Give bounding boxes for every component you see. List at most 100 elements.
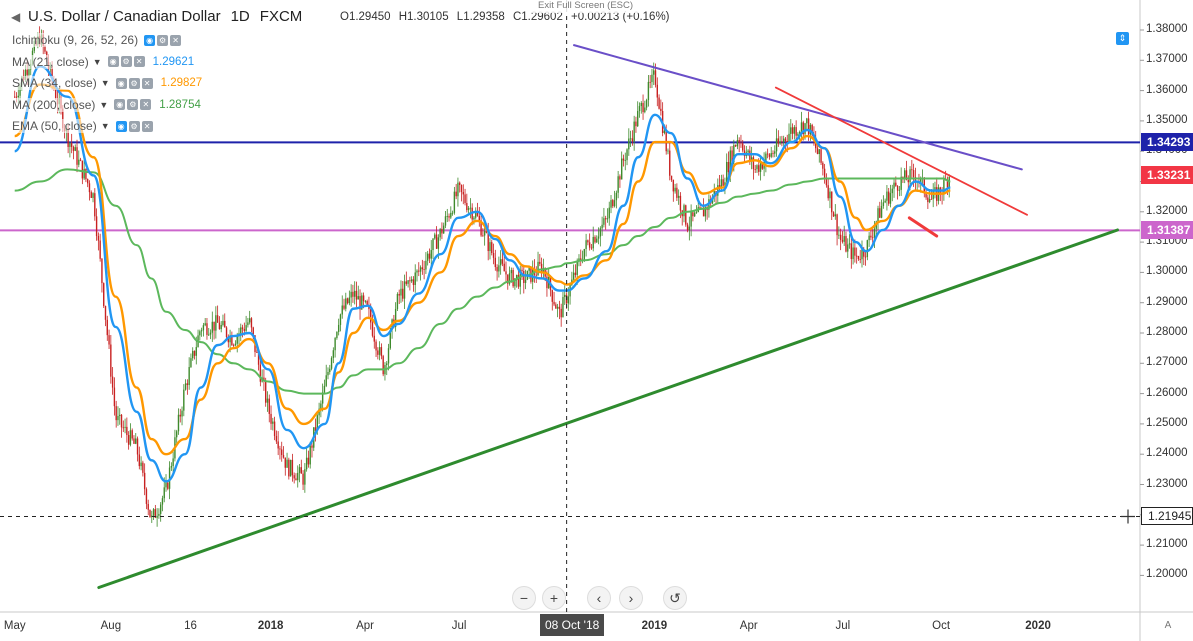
collapse-legend-icon[interactable]: ⇕ (1116, 32, 1129, 45)
chevron-down-icon[interactable]: ▼ (100, 78, 110, 88)
price-tick-label: 1.26000 (1146, 386, 1188, 399)
eye-icon[interactable]: ◉ (144, 34, 156, 46)
candle-body (871, 237, 874, 239)
close-icon[interactable]: ✕ (141, 120, 153, 132)
indicator-row[interactable]: MA (21, close) ▼ ◉ ⚙ ✕ 1.29621 (12, 53, 194, 71)
candle-body (647, 81, 650, 101)
candle-body (346, 298, 349, 304)
candle-body (494, 257, 497, 268)
candle-body (195, 347, 197, 356)
candle-body (759, 163, 762, 172)
candle-body (133, 438, 135, 444)
eye-icon[interactable]: ◉ (114, 99, 126, 110)
eye-icon[interactable]: ◉ (107, 56, 119, 67)
exit-fullscreen-hint[interactable]: Exit Full Screen (ESC) (532, 0, 640, 13)
chevron-down-icon[interactable]: ▼ (92, 56, 102, 67)
candle-body (798, 131, 801, 134)
candle-body (215, 315, 217, 331)
candle-body (387, 348, 390, 364)
candle-body (847, 244, 849, 252)
candle-body (131, 430, 133, 439)
chevron-down-icon[interactable]: ▼ (100, 121, 110, 131)
candle-body (111, 376, 114, 388)
change-value: +0.00213 (+0.16%) (571, 11, 670, 23)
gear-icon[interactable]: ⚙ (128, 120, 140, 132)
candle-body (507, 274, 509, 284)
eye-icon[interactable]: ◉ (115, 77, 127, 89)
chevron-left-icon[interactable]: ◀ (11, 10, 21, 24)
candle-body (419, 267, 422, 272)
auto-scale-button[interactable]: A (1164, 620, 1172, 631)
eye-icon[interactable]: ◉ (115, 120, 127, 132)
candle-body (108, 335, 110, 345)
candle-body (749, 150, 751, 161)
candle-body (667, 150, 669, 152)
candle-body (136, 438, 139, 455)
candle-body (362, 295, 365, 302)
candle-body (752, 157, 755, 170)
close-icon[interactable]: ✕ (140, 99, 152, 110)
candle-body (295, 478, 297, 481)
candle-body (702, 207, 705, 217)
candle-body (353, 290, 356, 297)
candle-body (555, 304, 557, 309)
candle-body (622, 158, 625, 161)
time-tick-label: Jul (451, 620, 467, 632)
time-tick-label: 2020 (1025, 620, 1051, 632)
candle-body (337, 324, 340, 332)
candle-body (676, 187, 678, 198)
indicator-row[interactable]: Ichimoku (9, 26, 52, 26) ◉ ⚙ ✕ (12, 31, 183, 49)
indicator-row[interactable]: SMA (34, close) ▼ ◉ ⚙ ✕ 1.29827 (12, 74, 202, 92)
gear-icon[interactable]: ⚙ (127, 99, 139, 110)
close-icon[interactable]: ✕ (133, 56, 145, 67)
gear-icon[interactable]: ⚙ (157, 34, 169, 46)
candle-body (361, 295, 363, 310)
symbol-title[interactable]: U.S. Dollar / Canadian Dollar 1D FXCM (28, 8, 312, 25)
candle-body (786, 141, 788, 142)
candle-body (597, 236, 600, 239)
candle-body (446, 216, 448, 217)
candle-body (264, 380, 267, 403)
scroll-left-button[interactable]: ‹ (587, 586, 611, 610)
zoom-in-button[interactable]: + (542, 586, 566, 610)
candle-body (416, 270, 418, 273)
candle-body (444, 216, 447, 226)
indicator-row[interactable]: EMA (50, close) ▼ ◉ ⚙ ✕ (12, 117, 155, 135)
candle-body (476, 212, 479, 216)
candle-body (859, 259, 861, 260)
candle-body (642, 102, 644, 113)
candle-body (574, 272, 577, 275)
chevron-down-icon[interactable]: ▼ (99, 99, 109, 110)
candle-body (110, 344, 112, 377)
candle-body (781, 141, 783, 143)
gear-icon[interactable]: ⚙ (120, 56, 132, 67)
candle-body (863, 248, 865, 257)
candle-body (441, 228, 443, 234)
close-icon[interactable]: ✕ (170, 34, 182, 46)
candle-body (920, 178, 922, 183)
candle-body (464, 194, 466, 203)
candle-body (202, 325, 205, 331)
candle-body (120, 414, 123, 428)
indicator-row[interactable]: MA (200, close) ▼ ◉ ⚙ ✕ 1.28754 (12, 96, 201, 114)
scroll-right-button[interactable]: › (619, 586, 643, 610)
candle-body (553, 301, 555, 305)
candle-body (154, 509, 157, 518)
price-tag: 1.31387 (1141, 221, 1193, 240)
gear-icon[interactable]: ⚙ (128, 77, 140, 89)
candle-body (357, 296, 359, 300)
candle-body (119, 414, 121, 416)
candle-body (834, 214, 836, 217)
candle-body (236, 336, 238, 344)
candle-body (672, 179, 675, 192)
candle-body (352, 291, 354, 297)
reset-chart-button[interactable]: ↺ (663, 586, 687, 610)
candle-body (765, 153, 767, 162)
candle-body (181, 410, 183, 417)
candle-body (615, 192, 618, 201)
close-icon[interactable]: ✕ (141, 77, 153, 89)
candle-body (305, 457, 308, 470)
high-value: H1.30105 (398, 11, 449, 23)
zoom-out-button[interactable]: − (512, 586, 536, 610)
